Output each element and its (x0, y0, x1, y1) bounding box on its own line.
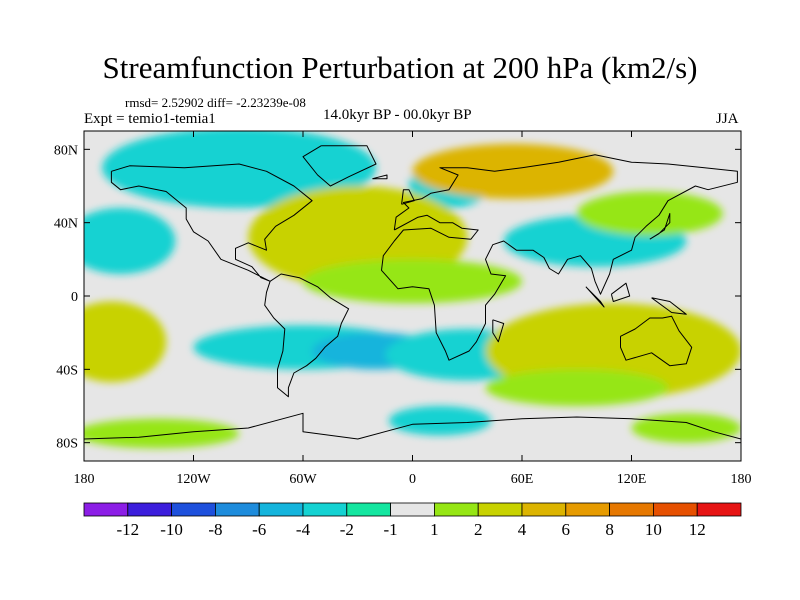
colorbar-label: -6 (252, 520, 266, 539)
plot-area (83, 130, 742, 462)
coastline (610, 282, 631, 302)
colorbar-label: 8 (605, 520, 614, 539)
anomaly-contour (412, 143, 614, 199)
colorbar-box (214, 502, 260, 517)
colorbar-label: -10 (160, 520, 183, 539)
stats-text: rmsd= 2.52902 diff= -2.23239e-08 (125, 95, 306, 110)
y-tick-label: 40N (54, 217, 78, 232)
colorbar-box (521, 502, 567, 517)
plot-clip-group (84, 131, 741, 461)
anomaly-contour (84, 301, 167, 383)
colorbar-box (127, 502, 173, 517)
anomaly-contour (102, 131, 376, 208)
coastline (372, 174, 388, 180)
coastline (302, 145, 377, 187)
colorbar-label: 2 (474, 520, 483, 539)
coastline (649, 213, 671, 240)
colorbar-box (258, 502, 304, 517)
colorbar-label: 4 (518, 520, 527, 539)
colorbar-label: -2 (340, 520, 354, 539)
x-tick-label: 60W (289, 472, 317, 487)
colorbar-box (346, 502, 391, 517)
colorbar-box (83, 502, 129, 517)
colorbar: -12 -10 -8 -6 -4 -2 -1 1 2 4 6 8 10 12 (83, 502, 742, 539)
experiment-label: Expt = temio1-temia1 (84, 111, 216, 127)
y-tick-label: 40S (56, 363, 78, 378)
x-tick-label: 0 (409, 472, 416, 487)
colorbar-label: -4 (296, 520, 311, 539)
colorbar-box (696, 502, 742, 517)
colorbar-label: 1 (430, 520, 439, 539)
x-tick-label: 180 (731, 472, 752, 487)
y-tick-label: 80S (56, 437, 78, 452)
x-tick-label: 120E (617, 472, 647, 487)
chart-title: Streamfunction Perturbation at 200 hPa (… (102, 50, 698, 85)
y-tick-label: 0 (71, 290, 78, 305)
axis-ticks: 180 120W 60W 0 60E 120E 180 80N 40N 0 40S 80S (54, 131, 752, 487)
coastline (381, 154, 738, 361)
anomaly-contour (84, 418, 240, 449)
coastline (84, 412, 741, 440)
coastlines (84, 145, 741, 440)
colorbar-label: -8 (208, 520, 222, 539)
colorbar-label: 12 (689, 520, 706, 539)
colorbar-box (433, 502, 479, 517)
period-label: 14.0kyr BP - 00.0kyr BP (323, 107, 472, 123)
colorbar-box (390, 502, 435, 517)
coastline (264, 273, 350, 398)
anomaly-contour (631, 413, 741, 443)
colorbar-box (565, 502, 610, 517)
colorbar-label: 6 (562, 520, 571, 539)
colorbar-box (302, 502, 348, 517)
field-group (84, 131, 741, 449)
x-tick-label: 120W (176, 472, 211, 487)
x-tick-label: 60E (511, 472, 534, 487)
coastline (585, 286, 605, 308)
colorbar-label: 10 (645, 520, 662, 539)
anomaly-contour (303, 259, 522, 304)
colorbar-box (653, 502, 698, 517)
colorbar-label: -12 (116, 520, 139, 539)
colorbar-box (477, 502, 523, 517)
season-label: JJA (716, 111, 739, 127)
anomaly-contour (388, 406, 491, 436)
anomaly-contour (485, 369, 669, 407)
x-tick-label: 180 (74, 472, 95, 487)
coastline (492, 319, 505, 343)
coastline (620, 315, 693, 367)
anomaly-contour (84, 208, 176, 274)
colorbar-box (171, 502, 216, 517)
coastline (401, 189, 415, 205)
coastline (110, 163, 313, 282)
y-tick-label: 80N (54, 143, 78, 158)
coastline (651, 297, 687, 315)
anomaly-contour (576, 191, 723, 236)
colorbar-label: -1 (384, 520, 398, 539)
colorbar-box (609, 502, 654, 517)
